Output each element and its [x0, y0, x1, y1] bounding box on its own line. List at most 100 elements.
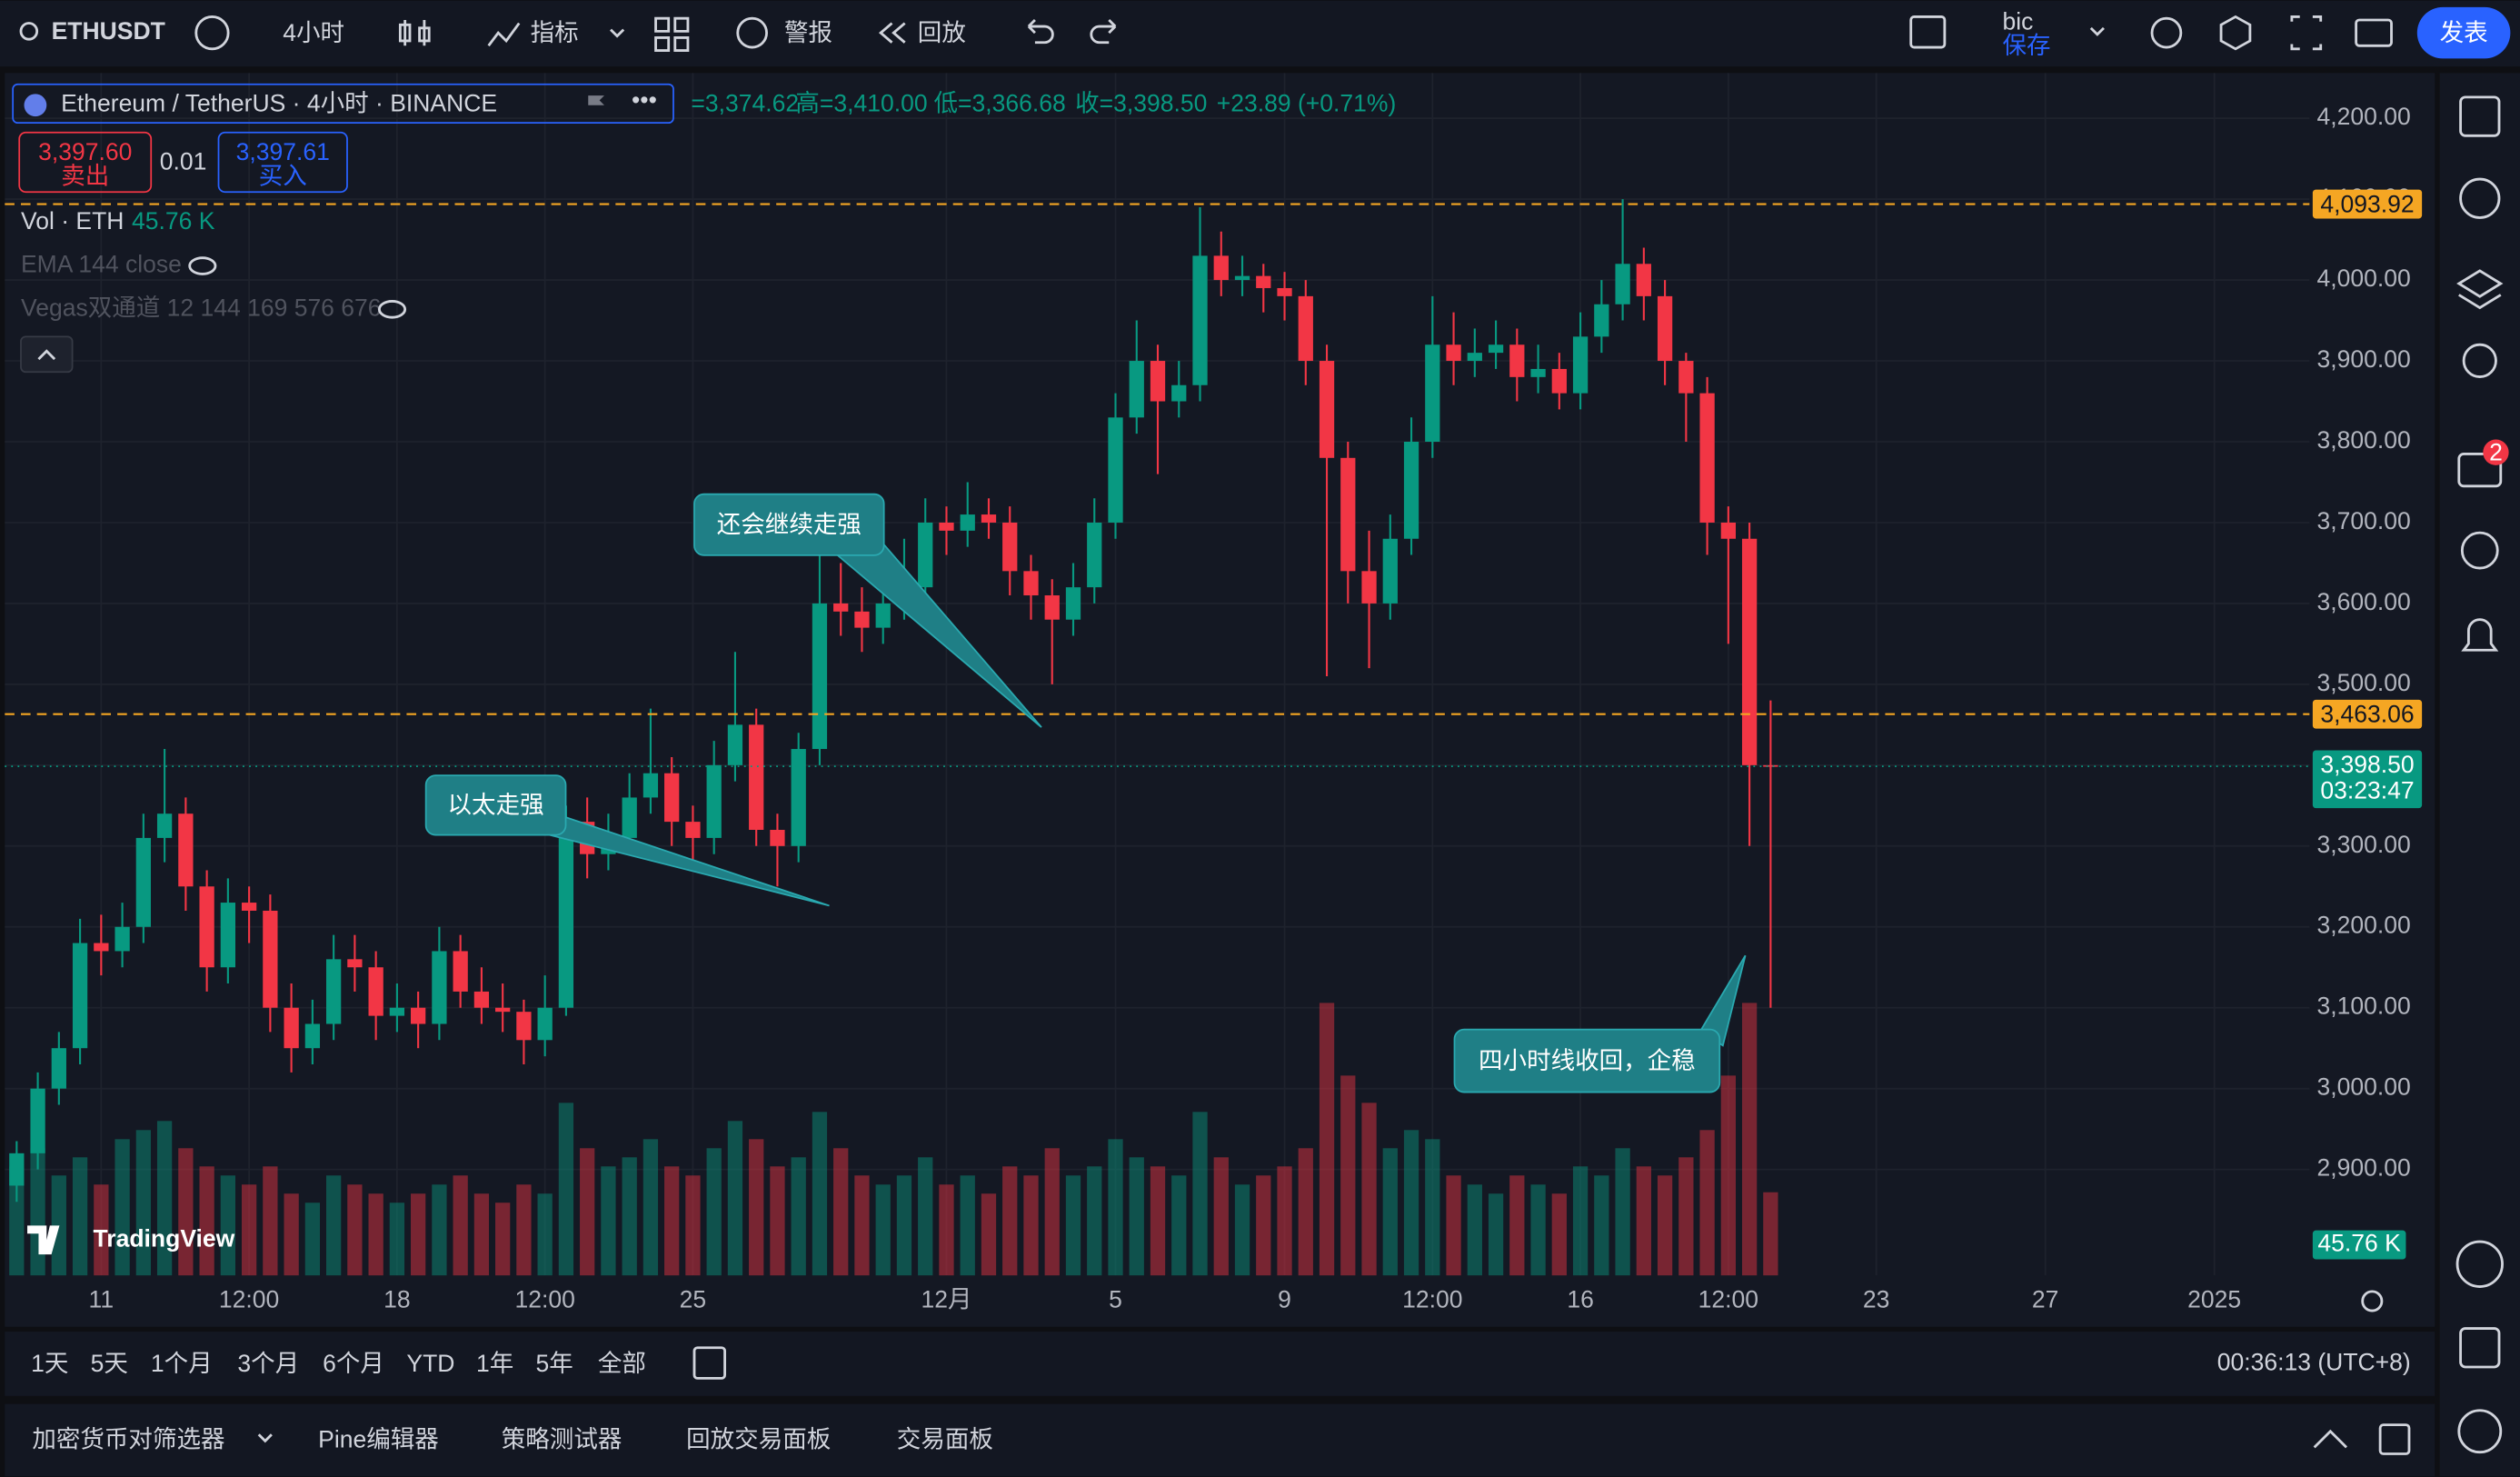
publish-button[interactable]	[2416, 6, 2511, 59]
range-button[interactable]: 5天	[91, 1350, 128, 1377]
alert[interactable]: 警报	[784, 19, 832, 46]
range-button[interactable]: YTD	[406, 1350, 454, 1377]
expand-panel[interactable]	[2313, 1429, 2348, 1449]
candle-body	[1129, 361, 1144, 418]
sell-label[interactable]: 卖出	[61, 162, 109, 189]
layout-name[interactable]: bic	[2003, 8, 2034, 35]
fullscreen-icon[interactable]	[2290, 15, 2323, 51]
range-button[interactable]: 1年	[476, 1350, 513, 1377]
bottom-tab[interactable]: 回放交易面板	[686, 1425, 831, 1452]
range-button[interactable]: 1天	[31, 1350, 68, 1377]
more[interactable]: •••	[632, 86, 657, 114]
volume-bar	[1108, 1139, 1123, 1276]
chart-type-icon[interactable]	[398, 19, 431, 46]
range-button[interactable]: 1个月	[151, 1350, 213, 1377]
snapshot-icon[interactable]	[2355, 18, 2393, 47]
alert-icon[interactable]	[736, 16, 768, 49]
volume-bar	[241, 1184, 257, 1276]
candle-body	[495, 1007, 511, 1013]
chat-icon[interactable]	[2457, 453, 2503, 488]
interval[interactable]: 4小时	[283, 19, 344, 46]
bottom-tab[interactable]: 策略测试器	[502, 1425, 623, 1452]
chevron[interactable]	[257, 1433, 273, 1443]
target-icon[interactable]	[2455, 1240, 2504, 1288]
buy-label[interactable]: 买入	[259, 162, 307, 189]
volume-bar	[368, 1193, 383, 1276]
streams-icon[interactable]	[2460, 531, 2499, 570]
clock[interactable]: 00:36:13 (UTC+8)	[2217, 1348, 2411, 1375]
candle-body	[1361, 571, 1377, 604]
candle-body	[685, 822, 701, 838]
buy-price[interactable]: 3,397.61	[236, 138, 330, 165]
redo[interactable]	[1090, 18, 1117, 45]
watchlist-icon[interactable]	[2459, 95, 2501, 137]
notifications-icon[interactable]	[2461, 618, 2499, 652]
add-symbol[interactable]	[194, 15, 230, 51]
volume-bar	[1340, 1075, 1356, 1276]
axis-settings[interactable]	[2361, 1290, 2384, 1312]
indicators[interactable]: 指标	[531, 19, 579, 46]
volume-bar	[1382, 1148, 1398, 1276]
bottom-tab[interactable]: Pine编辑器	[318, 1425, 439, 1452]
volume-bar	[706, 1148, 722, 1276]
candle-body	[1699, 393, 1715, 523]
range-button[interactable]: 全部	[598, 1350, 646, 1377]
candle-body	[1150, 361, 1166, 402]
alerts-icon[interactable]	[2459, 177, 2501, 219]
sell-button[interactable]	[18, 131, 153, 194]
search-icon[interactable]	[19, 22, 39, 41]
candle-body	[749, 724, 764, 831]
collapse-icon[interactable]	[37, 349, 56, 361]
volume-bar	[1615, 1148, 1630, 1276]
bottom-tab[interactable]: 交易面板	[897, 1425, 993, 1452]
volume-bar	[135, 1130, 151, 1276]
candle-body	[304, 1023, 321, 1049]
layout-icon[interactable]	[654, 16, 690, 52]
symbol[interactable]: ETHUSDT	[52, 17, 165, 45]
help-icon[interactable]	[2457, 1409, 2503, 1454]
volume-bar	[1023, 1175, 1039, 1276]
candle-body	[1530, 368, 1546, 377]
range-button[interactable]: 5年	[535, 1350, 573, 1377]
fullscreen-toggle[interactable]	[1909, 15, 1947, 49]
volume-name: Vol · ETH	[21, 207, 124, 235]
calendar-icon[interactable]	[2459, 1327, 2501, 1369]
settings-icon[interactable]	[2219, 15, 2252, 51]
publish-label[interactable]: 发表	[2440, 19, 2488, 46]
replay[interactable]: 回放	[918, 19, 966, 46]
candle-body	[1720, 522, 1736, 539]
range-button[interactable]: 6个月	[323, 1350, 384, 1377]
collapse-button[interactable]	[20, 335, 74, 374]
candle-body	[854, 611, 870, 628]
replay-icon[interactable]	[878, 22, 906, 44]
chart-panel	[5, 73, 2435, 1327]
candle-body	[72, 943, 88, 1049]
candle-body	[473, 991, 490, 1008]
vegas-legend: Vegas双通道 12 144 169 576 676	[21, 294, 382, 321]
range-button[interactable]: 3个月	[237, 1350, 299, 1377]
chevron[interactable]	[2089, 26, 2105, 36]
flag-icon[interactable]	[588, 95, 604, 115]
candle-body	[156, 813, 173, 838]
hidden-icon[interactable]	[188, 256, 217, 275]
quick-search[interactable]	[2150, 16, 2183, 49]
legend-box[interactable]	[12, 83, 674, 125]
volume-bar	[1636, 1166, 1651, 1276]
maximize-panel[interactable]	[2378, 1423, 2411, 1455]
layers-icon[interactable]	[2456, 269, 2504, 310]
legend-title[interactable]: Ethereum / TetherUS · 4小时 · BINANCE	[61, 90, 497, 117]
undo[interactable]	[1027, 18, 1054, 45]
candle-body	[51, 1048, 66, 1089]
candle-body	[981, 514, 997, 523]
buy-button[interactable]	[217, 131, 348, 194]
sell-price[interactable]: 3,397.60	[38, 138, 132, 165]
hidden-icon[interactable]	[377, 300, 407, 319]
bottom-tab[interactable]: 加密货币对筛选器	[32, 1425, 224, 1452]
ideas-icon[interactable]	[2462, 343, 2497, 379]
volume-bar	[9, 1166, 25, 1276]
indicators-icon[interactable]	[487, 22, 521, 47]
chevron[interactable]	[610, 28, 625, 38]
date-range-icon[interactable]	[692, 1346, 727, 1380]
volume-bar	[178, 1148, 194, 1276]
volume-bar	[1551, 1193, 1567, 1276]
